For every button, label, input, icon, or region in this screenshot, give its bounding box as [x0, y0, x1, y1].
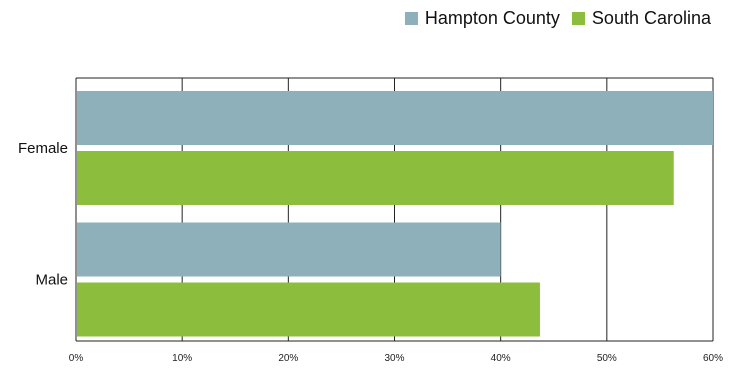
x-tick-label: 30%: [384, 353, 404, 364]
chart-legend: Hampton County South Carolina: [393, 8, 711, 29]
legend-label-south-carolina: South Carolina: [591, 8, 711, 28]
x-tick-label: 50%: [597, 353, 617, 364]
x-tick-label: 10%: [172, 353, 192, 364]
y-tick-label: Female: [18, 140, 68, 157]
legend-item-hampton-county: Hampton County: [404, 8, 560, 29]
x-tick-label: 20%: [278, 353, 298, 364]
x-tick-label: 40%: [491, 353, 511, 364]
bar-male-hampton-county: [77, 222, 501, 277]
y-tick-label: Male: [35, 272, 68, 289]
x-tick-label: 0%: [69, 353, 84, 364]
bar-male-south-carolina: [77, 282, 540, 337]
legend-label-hampton-county: Hampton County: [424, 8, 560, 28]
x-tick-label: 60%: [703, 353, 723, 364]
legend-item-south-carolina: South Carolina: [571, 8, 711, 29]
bar-female-hampton-county: [77, 91, 713, 145]
legend-swatch-hampton-county: [404, 12, 418, 25]
bar-female-south-carolina: [77, 151, 674, 205]
legend-swatch-south-carolina: [571, 12, 585, 25]
